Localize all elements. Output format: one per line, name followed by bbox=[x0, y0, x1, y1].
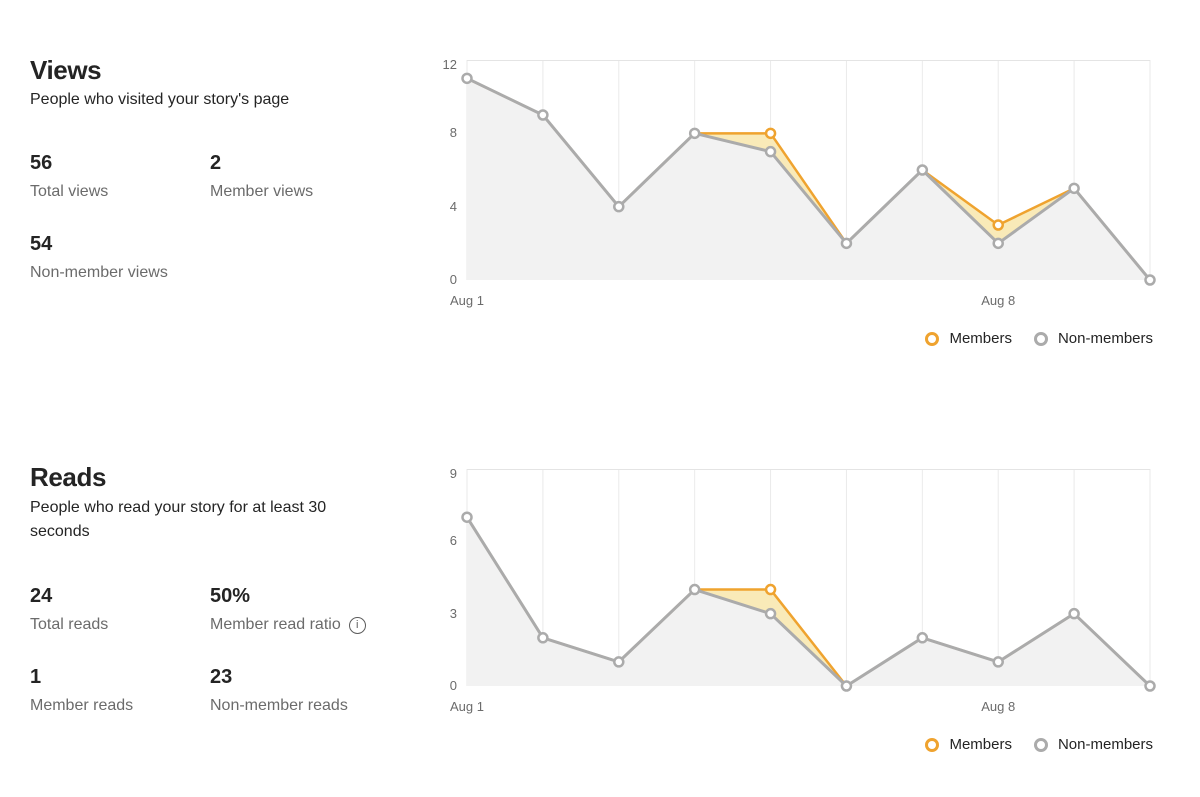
non-members-point bbox=[537, 632, 549, 644]
reads-section-title: Reads bbox=[30, 462, 107, 492]
non-members-point bbox=[764, 145, 777, 158]
non-members-area bbox=[467, 78, 1150, 280]
non-members-point bbox=[840, 680, 853, 692]
non-members-legend-icon bbox=[1033, 738, 1048, 752]
total-views-label: Total views bbox=[30, 183, 109, 200]
chart-plot bbox=[461, 60, 1156, 286]
total-reads-value: 24 bbox=[30, 585, 53, 607]
y-axis-tick-label: 8 bbox=[449, 125, 457, 141]
non-members-point bbox=[916, 632, 929, 644]
members-point bbox=[764, 127, 777, 140]
non-members-point bbox=[688, 583, 701, 596]
y-axis-tick-label: 12 bbox=[442, 57, 457, 72]
legend-item-non-members: Non-members bbox=[1033, 328, 1153, 350]
member-read-ratio-label-text: Member read ratio bbox=[210, 616, 341, 633]
members-legend-label: Members bbox=[949, 736, 1012, 753]
non-member-views-stat: 54 Non-member views bbox=[30, 232, 168, 283]
members-point bbox=[992, 219, 1004, 231]
views-section-subtitle: People who visited your story's page bbox=[30, 91, 290, 108]
member-views-label: Member views bbox=[210, 183, 314, 200]
members-legend-icon bbox=[925, 332, 940, 346]
non-members-line bbox=[466, 76, 1152, 281]
non-members-line bbox=[465, 516, 1152, 688]
non-members-point bbox=[992, 656, 1004, 668]
member-reads-stat: 1 Member reads bbox=[30, 665, 133, 716]
non-member-reads-value: 23 bbox=[210, 666, 233, 688]
member-read-ratio-value: 50% bbox=[210, 585, 251, 607]
non-members-point bbox=[1144, 680, 1156, 692]
views-section-title: Views bbox=[30, 55, 102, 85]
total-reads-stat: 24 Total reads bbox=[30, 584, 108, 635]
y-axis-tick-label: 6 bbox=[449, 533, 457, 549]
non-members-point bbox=[916, 164, 929, 176]
y-axis-tick-label: 9 bbox=[449, 466, 457, 481]
non-member-views-value: 54 bbox=[30, 233, 53, 255]
member-read-ratio-label: Member read ratio i bbox=[210, 615, 366, 635]
non-members-point bbox=[1144, 274, 1156, 286]
non-members-point bbox=[1068, 182, 1080, 195]
member-read-ratio-stat: 50% Member read ratio i bbox=[210, 584, 366, 635]
x-axis-tick-label: Aug 1 bbox=[450, 293, 484, 308]
total-reads-label: Total reads bbox=[30, 616, 109, 633]
y-axis-tick-label: 4 bbox=[449, 198, 457, 214]
reads-chart: Members Non-members 0 3 6 9 Aug 1 Aug 8 bbox=[450, 466, 1156, 753]
non-members-point bbox=[537, 109, 549, 121]
non-members-point bbox=[1068, 607, 1080, 620]
non-member-views-label: Non-member views bbox=[30, 264, 168, 281]
non-member-reads-label: Non-member reads bbox=[210, 697, 348, 714]
non-members-point bbox=[461, 511, 473, 523]
info-icon[interactable]: i bbox=[348, 616, 366, 634]
legend-item-non-members: Non-members bbox=[1033, 734, 1153, 756]
x-axis-tick-label: Aug 1 bbox=[450, 699, 484, 714]
chart-plot bbox=[461, 469, 1156, 692]
reads-chart-legend: Members Non-members bbox=[925, 734, 1153, 756]
member-reads-label: Member reads bbox=[30, 697, 134, 714]
non-members-point bbox=[840, 237, 853, 250]
y-axis-tick-label: 3 bbox=[449, 605, 457, 621]
members-legend-icon bbox=[925, 738, 940, 752]
non-member-reads-stat: 23 Non-member reads bbox=[210, 665, 348, 716]
non-members-point bbox=[613, 656, 625, 668]
non-members-point bbox=[688, 127, 701, 140]
total-views-value: 56 bbox=[30, 152, 53, 174]
non-members-point bbox=[764, 607, 777, 620]
non-members-point bbox=[613, 200, 625, 213]
non-members-point bbox=[461, 72, 473, 85]
legend-item-members: Members bbox=[925, 734, 1012, 756]
member-views-value: 2 bbox=[210, 152, 222, 174]
non-members-legend-icon bbox=[1033, 332, 1048, 346]
non-members-legend-label: Non-members bbox=[1057, 330, 1153, 347]
x-axis-tick-label: Aug 8 bbox=[981, 699, 1016, 714]
reads-section-subtitle: People who read your story for at least … bbox=[30, 499, 327, 540]
views-chart-legend: Members Non-members bbox=[925, 328, 1153, 350]
members-legend-label: Members bbox=[949, 330, 1012, 347]
legend-item-members: Members bbox=[925, 328, 1012, 350]
members-point bbox=[764, 583, 777, 596]
x-axis-tick-label: Aug 8 bbox=[981, 293, 1016, 308]
non-members-area bbox=[467, 517, 1150, 686]
y-axis-tick-label: 0 bbox=[449, 272, 457, 287]
views-chart: Members Non-members 0 4 8 12 Aug 1 Aug 8 bbox=[443, 57, 1156, 347]
non-members-legend-label: Non-members bbox=[1057, 736, 1153, 753]
member-reads-value: 1 bbox=[30, 666, 42, 688]
y-axis-tick-label: 0 bbox=[449, 678, 457, 693]
non-members-point bbox=[992, 237, 1004, 250]
member-views-stat: 2 Member views bbox=[210, 151, 313, 202]
total-views-stat: 56 Total views bbox=[30, 151, 108, 202]
